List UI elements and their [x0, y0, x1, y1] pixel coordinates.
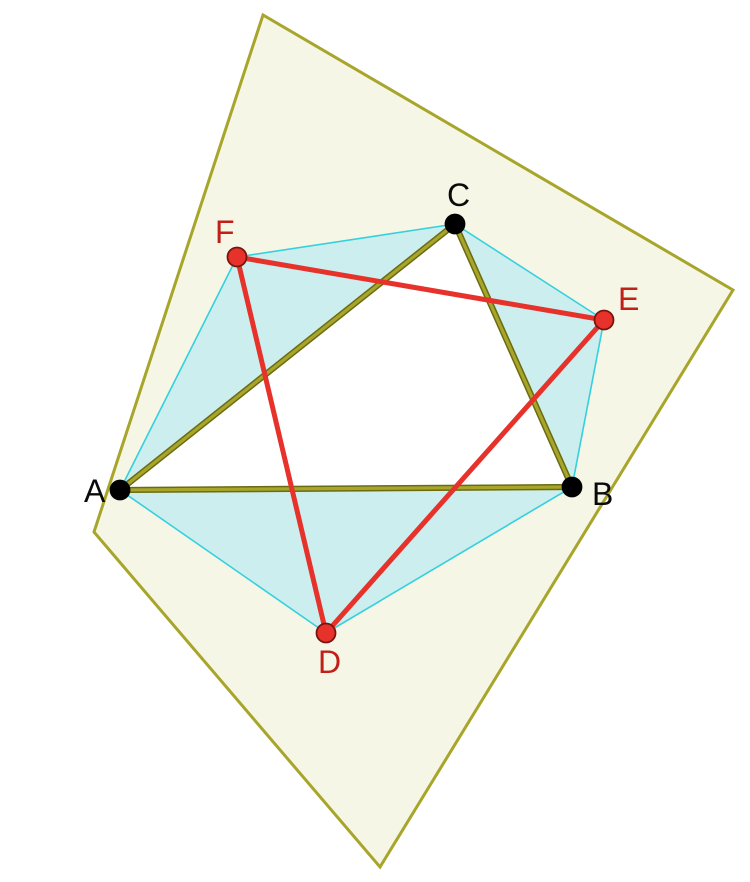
vertex-b	[563, 478, 582, 497]
vertex-f	[228, 248, 247, 267]
label-a: A	[84, 473, 106, 509]
label-e: E	[618, 281, 639, 317]
geometry-diagram: A B C D E F	[0, 0, 750, 882]
label-d: D	[318, 644, 341, 680]
outer-region	[94, 15, 733, 867]
vertex-c	[446, 215, 465, 234]
vertex-d	[317, 624, 336, 643]
label-b: B	[592, 476, 613, 512]
label-c: C	[447, 177, 470, 213]
vertex-a	[111, 481, 130, 500]
label-f: F	[215, 214, 235, 250]
vertex-e	[595, 311, 614, 330]
